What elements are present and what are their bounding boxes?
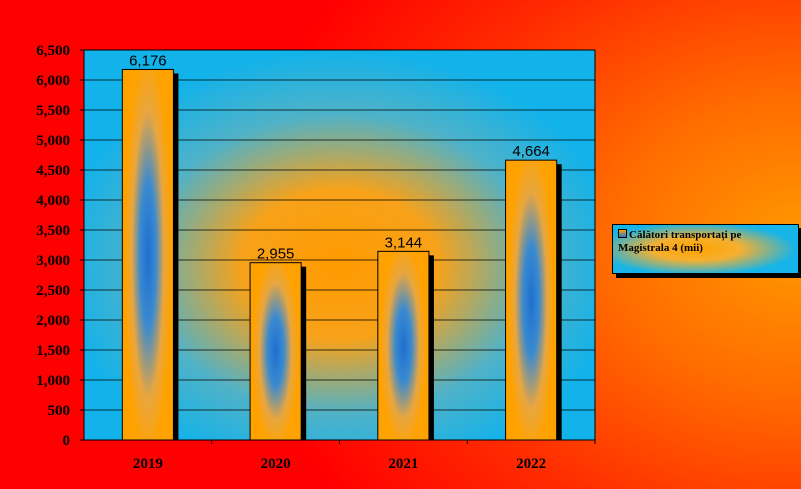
y-tick-label: 3,500 bbox=[36, 223, 70, 239]
x-category-label: 2020 bbox=[261, 456, 291, 472]
x-category-label: 2019 bbox=[133, 456, 163, 472]
bar bbox=[121, 68, 174, 441]
y-tick-label: 1,500 bbox=[36, 343, 70, 359]
y-axis: 0 500 1,000 1,500 2,000 2,500 3,000 3,500 4,000 4… bbox=[36, 43, 84, 449]
y-tick-label: 6,000 bbox=[36, 73, 70, 89]
y-tick-label: 2,500 bbox=[36, 283, 70, 299]
legend-label: Călători transportați pe Magistrala 4 (m… bbox=[618, 229, 742, 254]
y-tick-label: 500 bbox=[48, 403, 71, 419]
y-tick-label: 5,000 bbox=[36, 133, 70, 149]
y-tick-label: 1,000 bbox=[36, 373, 70, 389]
legend-swatch bbox=[618, 229, 627, 238]
data-label: 3,144 bbox=[385, 234, 423, 251]
y-tick-label: 6,500 bbox=[36, 43, 70, 59]
bars: 6,176 2,955 3,144 4,664 bbox=[121, 52, 562, 441]
bar bbox=[377, 250, 430, 441]
y-tick-label: 5,500 bbox=[36, 103, 70, 119]
bar bbox=[249, 262, 302, 441]
legend: Călători transportați pe Magistrala 4 (m… bbox=[612, 224, 799, 274]
data-label: 6,176 bbox=[129, 52, 167, 69]
y-tick-label: 4,500 bbox=[36, 163, 70, 179]
y-tick-label: 2,000 bbox=[36, 313, 70, 329]
y-tick-label: 0 bbox=[63, 433, 71, 449]
y-tick-label: 3,000 bbox=[36, 253, 70, 269]
data-label: 2,955 bbox=[257, 246, 295, 263]
y-tick-label: 4,000 bbox=[36, 193, 70, 209]
data-label: 4,664 bbox=[512, 143, 550, 160]
x-category-label: 2022 bbox=[516, 456, 546, 472]
x-category-label: 2021 bbox=[388, 456, 418, 472]
bar bbox=[505, 159, 558, 441]
x-axis: 2019 2020 2021 2022 bbox=[133, 440, 596, 472]
